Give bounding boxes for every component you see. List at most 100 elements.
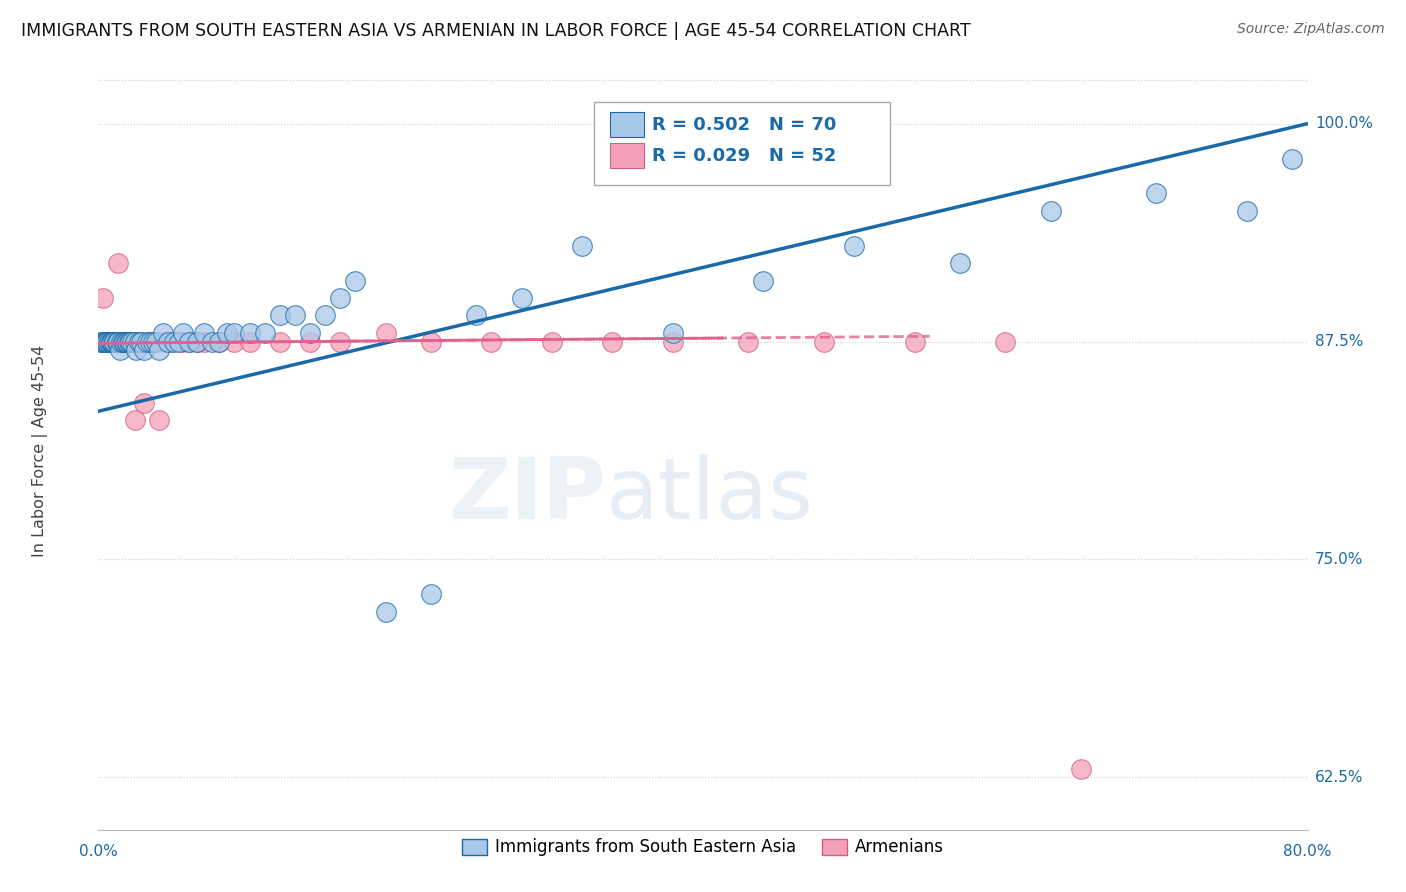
Point xyxy=(374,326,396,340)
Text: IMMIGRANTS FROM SOUTH EASTERN ASIA VS ARMENIAN IN LABOR FORCE | AGE 45-54 CORREL: IMMIGRANTS FROM SOUTH EASTERN ASIA VS AR… xyxy=(21,22,970,40)
Point xyxy=(96,334,118,349)
Point xyxy=(170,334,193,349)
Point xyxy=(112,334,135,349)
Point xyxy=(105,334,128,349)
Point xyxy=(105,334,128,349)
Point xyxy=(167,334,190,349)
Point xyxy=(314,309,336,323)
Point xyxy=(949,256,972,270)
Point xyxy=(172,326,194,340)
Point xyxy=(813,334,835,349)
Point xyxy=(160,334,183,349)
Point xyxy=(1281,152,1303,166)
Point xyxy=(129,334,152,349)
Point xyxy=(269,309,291,323)
Point xyxy=(121,334,143,349)
Point xyxy=(148,343,170,358)
Point xyxy=(1070,762,1092,776)
Point xyxy=(224,334,246,349)
Point xyxy=(253,326,276,340)
Point xyxy=(108,343,131,358)
Point xyxy=(179,334,201,349)
Text: Source: ZipAtlas.com: Source: ZipAtlas.com xyxy=(1237,22,1385,37)
Legend: Immigrants from South Eastern Asia, Armenians: Immigrants from South Eastern Asia, Arme… xyxy=(456,831,950,863)
Text: 0.0%: 0.0% xyxy=(79,844,118,858)
Point xyxy=(344,273,367,287)
Point xyxy=(98,334,121,349)
Point xyxy=(224,326,246,340)
Point xyxy=(129,334,152,349)
Text: 100.0%: 100.0% xyxy=(1315,116,1374,131)
Point xyxy=(844,238,866,252)
Point xyxy=(752,273,775,287)
Point xyxy=(110,334,132,349)
Point xyxy=(329,291,352,305)
Point xyxy=(94,334,117,349)
Point xyxy=(239,326,262,340)
Point xyxy=(107,334,129,349)
Point xyxy=(103,334,125,349)
Text: 75.0%: 75.0% xyxy=(1315,552,1364,567)
Point xyxy=(904,334,927,349)
Point xyxy=(299,334,322,349)
Point xyxy=(142,334,165,349)
Point xyxy=(90,334,112,349)
Point xyxy=(737,334,759,349)
Point xyxy=(163,334,186,349)
Point xyxy=(239,334,262,349)
Point xyxy=(208,334,231,349)
Text: R = 0.502   N = 70: R = 0.502 N = 70 xyxy=(652,116,837,134)
Point xyxy=(108,334,131,349)
Point xyxy=(103,334,125,349)
Point xyxy=(193,326,215,340)
Point xyxy=(114,334,136,349)
Point xyxy=(105,334,128,349)
Point xyxy=(540,334,562,349)
Point xyxy=(107,256,129,270)
Point xyxy=(193,334,215,349)
Point xyxy=(124,413,146,427)
Point xyxy=(132,395,155,409)
Point xyxy=(132,343,155,358)
Text: atlas: atlas xyxy=(606,454,814,538)
Point xyxy=(994,334,1017,349)
Point xyxy=(136,334,159,349)
Point xyxy=(135,334,157,349)
Point xyxy=(111,334,134,349)
Point xyxy=(145,334,167,349)
Point xyxy=(115,334,138,349)
Point xyxy=(374,605,396,619)
Point xyxy=(115,334,138,349)
Point xyxy=(481,334,503,349)
Point xyxy=(571,238,593,252)
Point xyxy=(91,334,114,349)
Point xyxy=(284,309,307,323)
Point xyxy=(420,587,443,601)
Point xyxy=(111,334,134,349)
Point xyxy=(100,334,122,349)
Point xyxy=(114,334,136,349)
Point xyxy=(98,334,121,349)
Point xyxy=(1039,203,1062,218)
Point xyxy=(208,334,231,349)
Point xyxy=(153,334,176,349)
Text: 80.0%: 80.0% xyxy=(1284,844,1331,858)
Point xyxy=(420,334,443,349)
Point xyxy=(1236,203,1258,218)
Point xyxy=(127,334,149,349)
Point xyxy=(299,326,322,340)
Point xyxy=(101,334,124,349)
Point xyxy=(103,334,125,349)
Point xyxy=(104,334,127,349)
Point xyxy=(269,334,291,349)
Point xyxy=(201,334,224,349)
Point xyxy=(156,334,179,349)
Point xyxy=(103,334,125,349)
Point xyxy=(186,334,208,349)
Point xyxy=(100,334,122,349)
Text: 87.5%: 87.5% xyxy=(1315,334,1364,349)
Point xyxy=(120,334,142,349)
Point xyxy=(465,309,488,323)
Point xyxy=(91,291,114,305)
Point xyxy=(124,334,146,349)
